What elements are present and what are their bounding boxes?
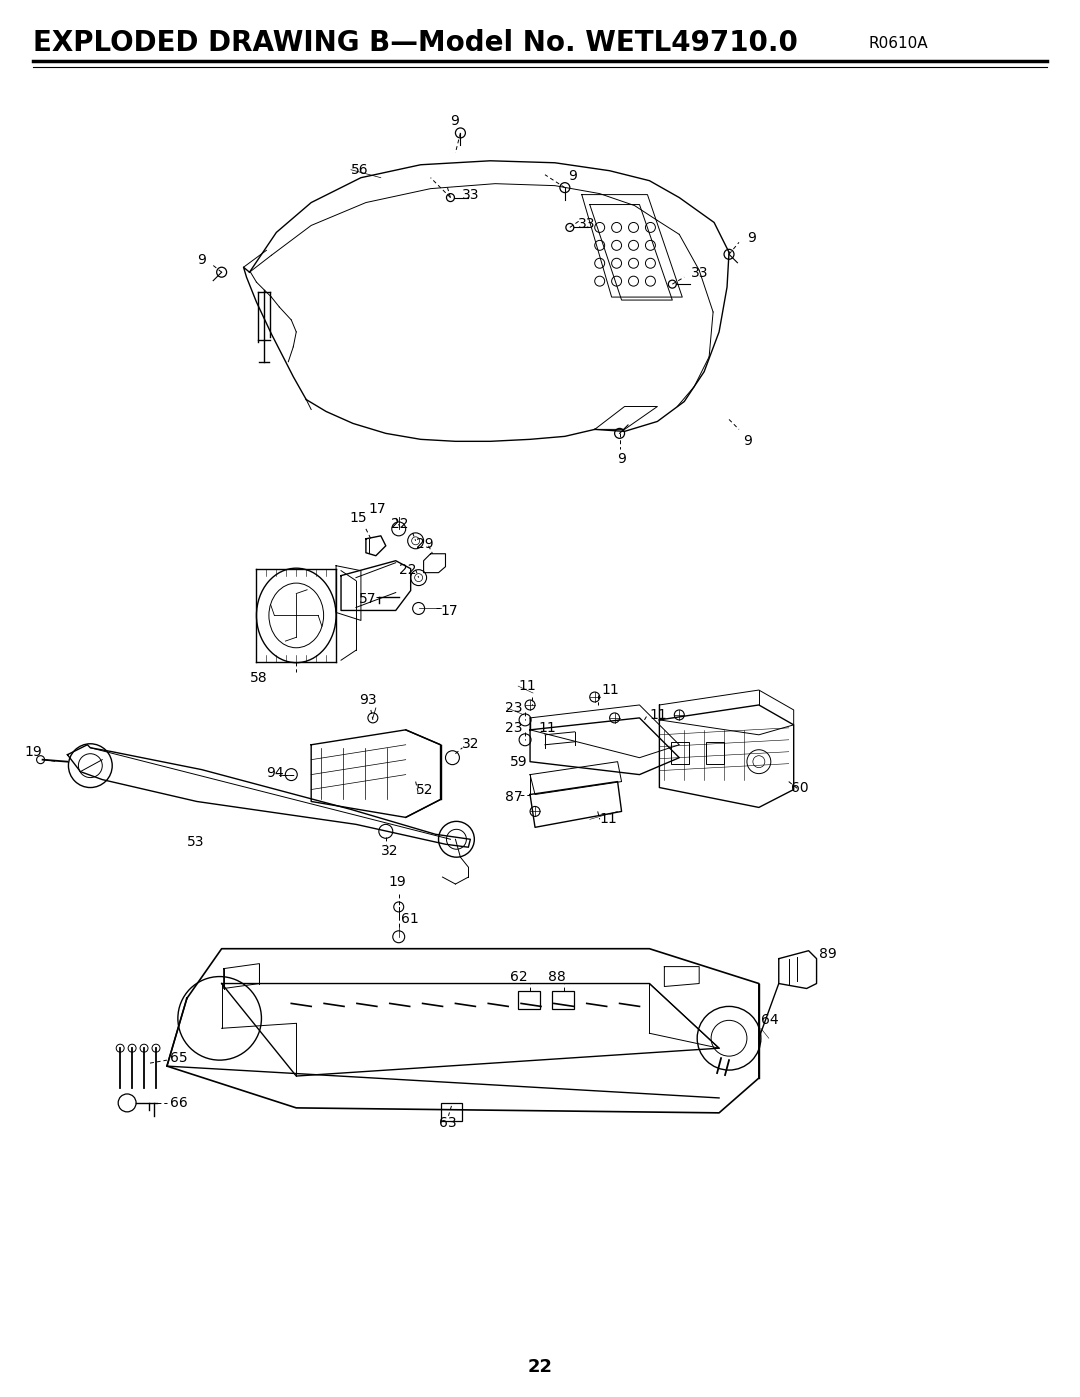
Text: 66: 66 bbox=[170, 1095, 188, 1109]
Text: 9: 9 bbox=[618, 453, 626, 467]
Text: 11: 11 bbox=[649, 708, 667, 722]
Text: 19: 19 bbox=[25, 745, 42, 759]
Text: EXPLODED DRAWING B—Model No. WETL49710.0: EXPLODED DRAWING B—Model No. WETL49710.0 bbox=[32, 29, 797, 57]
Text: 15: 15 bbox=[349, 511, 366, 525]
Text: 56: 56 bbox=[351, 162, 368, 177]
Text: 9: 9 bbox=[743, 434, 752, 448]
Text: 23: 23 bbox=[505, 721, 523, 735]
Bar bbox=[518, 992, 540, 1010]
Text: 58: 58 bbox=[249, 671, 267, 685]
Text: 17: 17 bbox=[369, 502, 387, 515]
Text: 52: 52 bbox=[416, 782, 433, 796]
Text: 29: 29 bbox=[416, 536, 433, 550]
Text: 89: 89 bbox=[819, 947, 836, 961]
Text: 59: 59 bbox=[510, 754, 528, 768]
Text: 65: 65 bbox=[170, 1051, 188, 1065]
Bar bbox=[552, 992, 573, 1010]
Bar bbox=[706, 742, 724, 764]
Text: 64: 64 bbox=[760, 1013, 779, 1027]
Text: 11: 11 bbox=[599, 813, 618, 827]
Text: 87: 87 bbox=[505, 791, 523, 805]
Text: 11: 11 bbox=[602, 683, 620, 697]
Text: 22: 22 bbox=[399, 563, 416, 577]
Text: 32: 32 bbox=[381, 844, 399, 858]
Text: 9: 9 bbox=[197, 253, 205, 267]
Text: 88: 88 bbox=[548, 970, 566, 983]
Text: 19: 19 bbox=[389, 875, 406, 888]
Text: 93: 93 bbox=[359, 693, 377, 707]
Text: 32: 32 bbox=[462, 736, 480, 750]
Text: 22: 22 bbox=[391, 517, 408, 531]
Text: 9: 9 bbox=[450, 115, 459, 129]
Bar bbox=[672, 742, 689, 764]
Text: 63: 63 bbox=[438, 1116, 456, 1130]
Text: 94: 94 bbox=[267, 766, 284, 780]
Text: 60: 60 bbox=[791, 781, 808, 795]
Text: R0610A: R0610A bbox=[868, 36, 928, 50]
Text: 33: 33 bbox=[578, 218, 595, 232]
Text: 17: 17 bbox=[441, 605, 458, 619]
Text: 11: 11 bbox=[518, 679, 536, 693]
Text: 33: 33 bbox=[691, 267, 708, 281]
Text: 23: 23 bbox=[505, 701, 523, 715]
Text: 9: 9 bbox=[568, 169, 577, 183]
Text: 9: 9 bbox=[747, 232, 756, 246]
Text: 53: 53 bbox=[187, 835, 204, 849]
Text: 33: 33 bbox=[462, 187, 480, 201]
Text: 57: 57 bbox=[359, 591, 377, 605]
Text: 61: 61 bbox=[401, 912, 418, 926]
Text: 11: 11 bbox=[538, 721, 556, 735]
Text: 62: 62 bbox=[510, 970, 528, 983]
Text: 22: 22 bbox=[527, 1358, 553, 1376]
Bar bbox=[441, 1102, 462, 1120]
